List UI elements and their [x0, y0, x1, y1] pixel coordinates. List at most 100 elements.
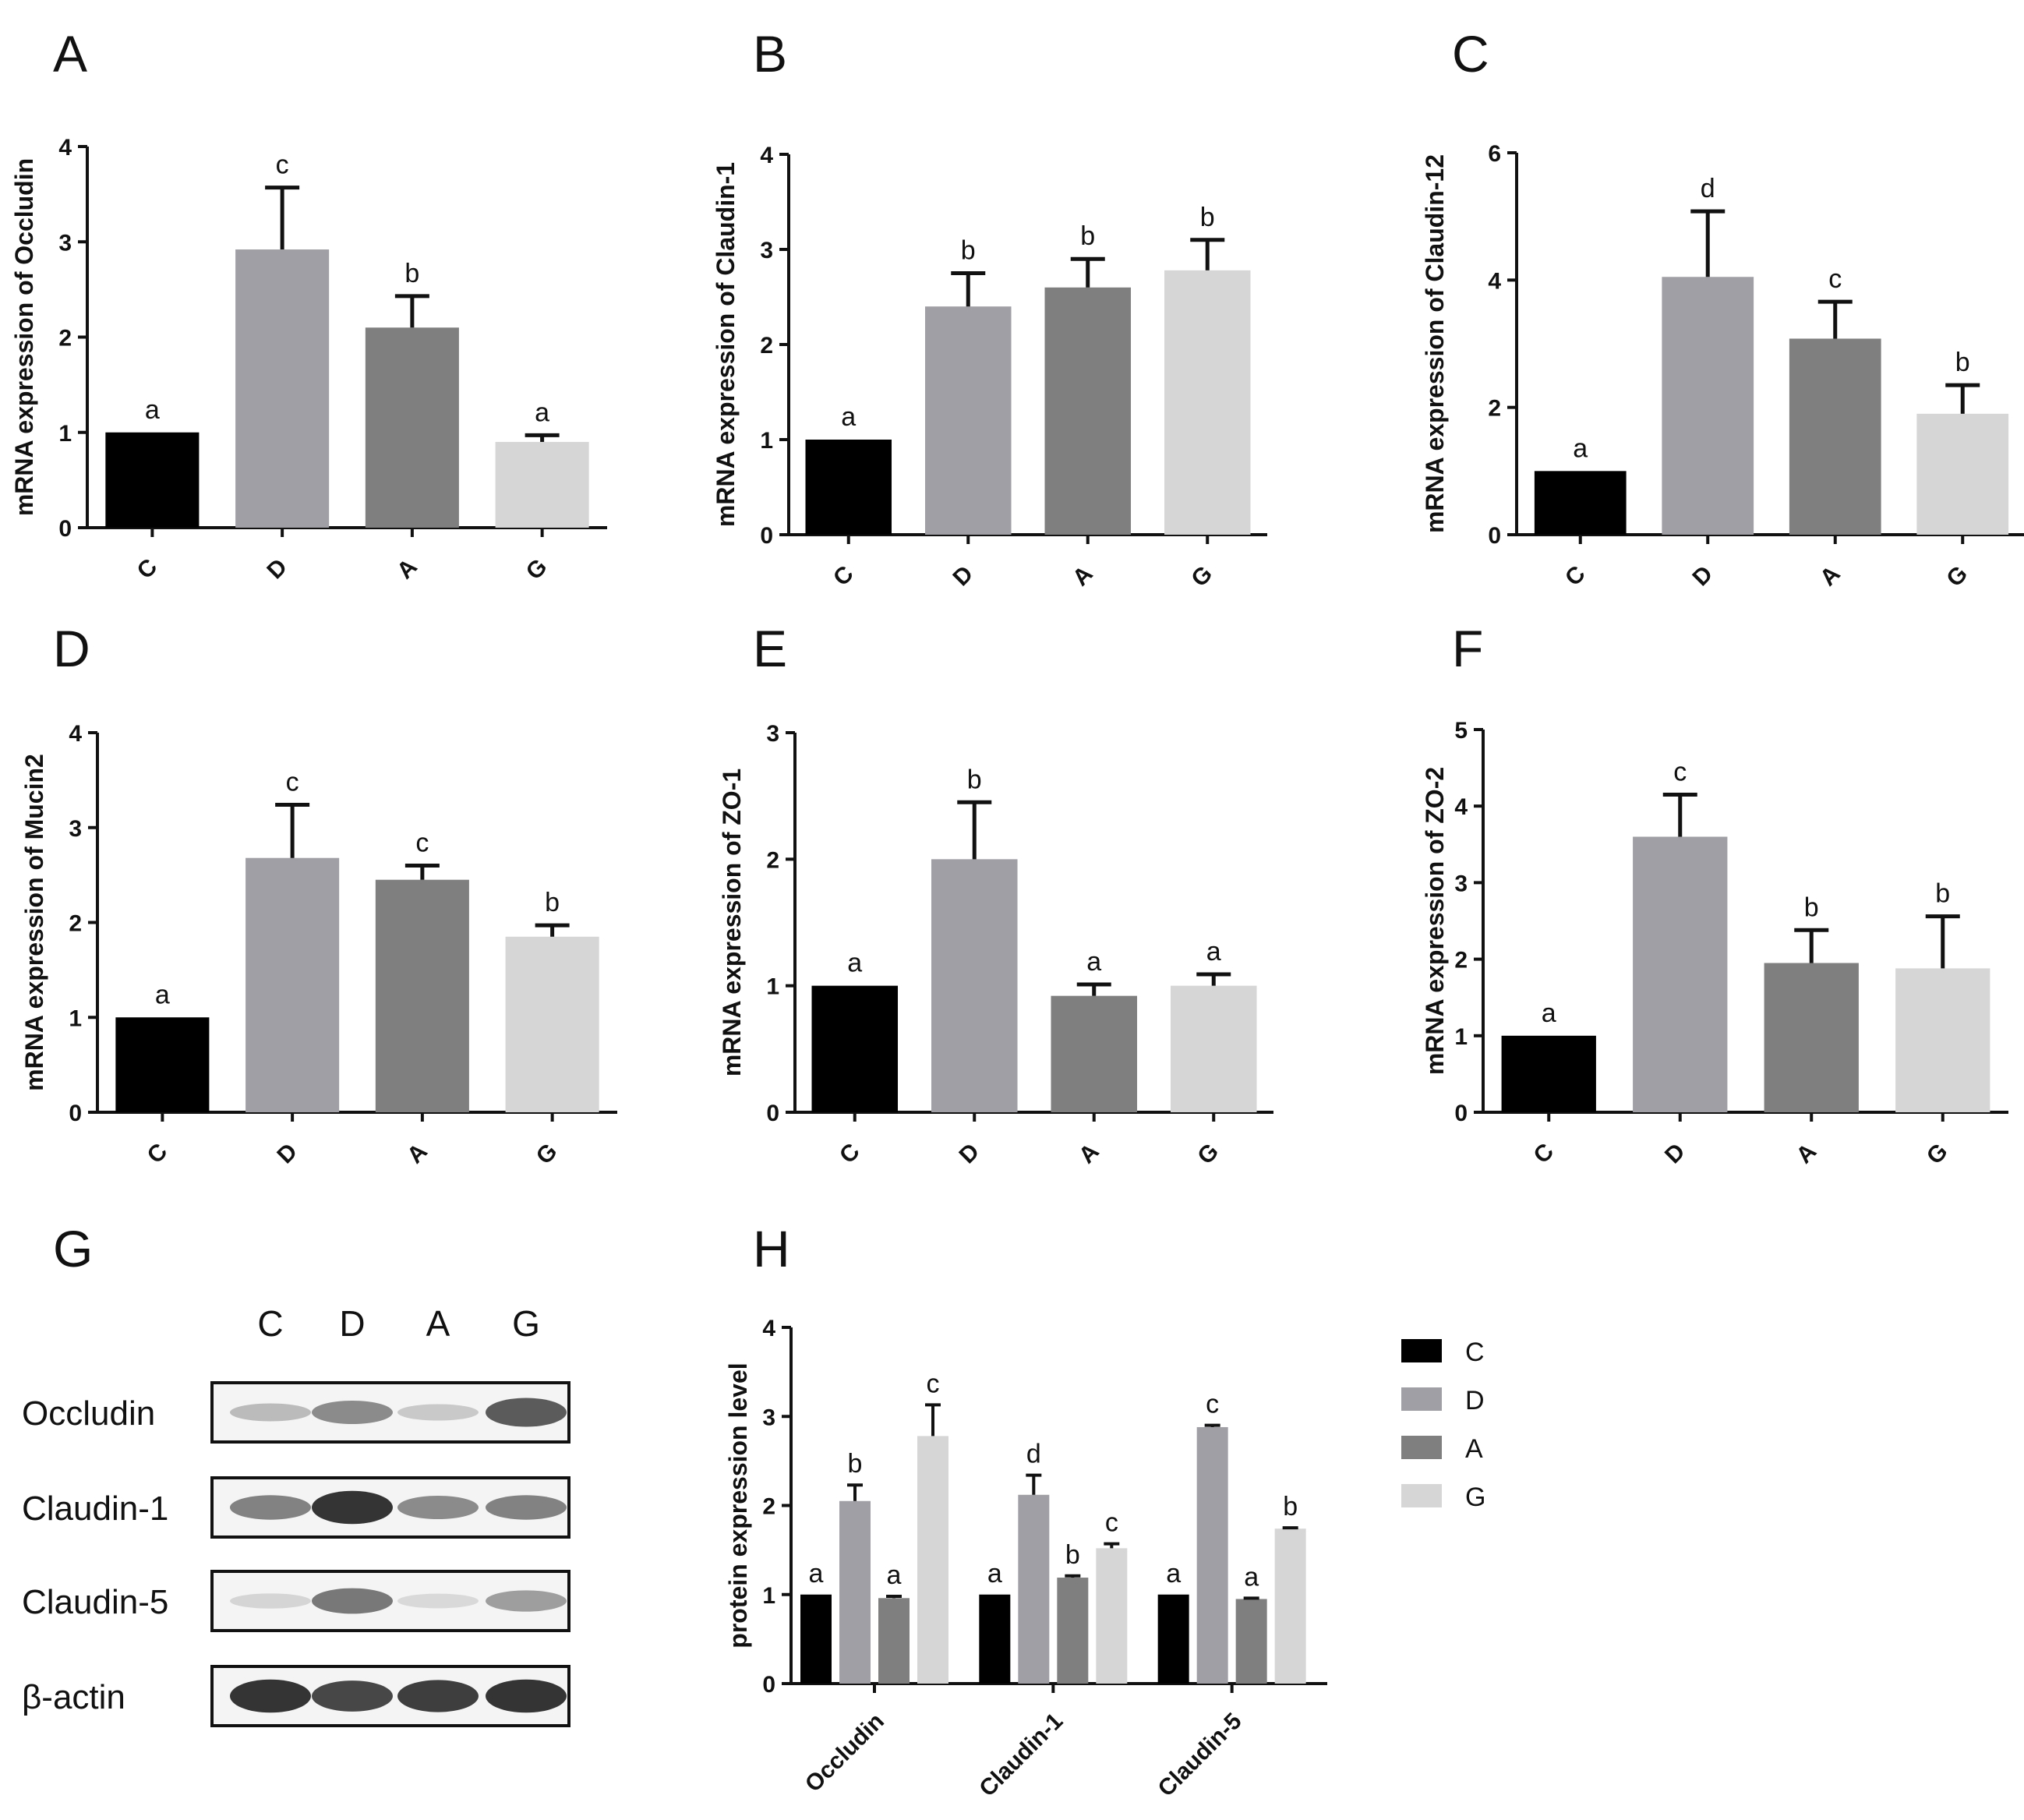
y-tick-label: 4 [762, 1316, 775, 1341]
legend-label: D [1465, 1386, 1485, 1415]
x-tick-label: C [1560, 561, 1591, 592]
x-tick-label: Occludin [800, 1709, 889, 1797]
significance-letter: c [415, 828, 429, 857]
bar-c [1501, 1035, 1596, 1112]
x-tick-label: A [402, 1139, 433, 1169]
y-tick-label: 2 [1488, 396, 1501, 422]
legend-swatch-d [1401, 1387, 1442, 1411]
y-tick-label: 0 [1454, 1101, 1468, 1126]
x-tick-label: C [1529, 1139, 1560, 1169]
bar-a [878, 1598, 910, 1684]
panel-c: C 0 2 4 6 mRNA expression of Claudin-12 a Cd Dc A… [1421, 25, 2024, 592]
bar-d [924, 306, 1012, 535]
bar-g [917, 1436, 948, 1684]
bar-g [1170, 985, 1257, 1112]
bar-c [1157, 1594, 1189, 1684]
blot-band [230, 1495, 311, 1520]
significance-letter: a [1086, 947, 1101, 977]
blot-band [397, 1496, 479, 1519]
blot-band [486, 1495, 567, 1520]
y-axis-title: mRNA expression of Claudin-1 [712, 162, 740, 527]
significance-letter: b [1935, 879, 1950, 909]
x-tick-label: D [1688, 561, 1718, 592]
significance-letter: b [1065, 1540, 1080, 1570]
x-tick-label: A [1792, 1139, 1822, 1169]
significance-letter: a [847, 949, 862, 978]
panel-letter: H [753, 1220, 790, 1278]
significance-letter: a [809, 1559, 824, 1589]
significance-letter: c [1105, 1508, 1118, 1538]
x-tick-label: G [532, 1139, 563, 1170]
x-tick-label: C [835, 1139, 865, 1169]
x-tick-label: D [272, 1139, 302, 1169]
blot-band [230, 1593, 311, 1609]
panel-letter: A [53, 25, 87, 83]
significance-letter: a [1166, 1559, 1181, 1589]
panel-letter: D [53, 620, 90, 677]
y-tick-label: 3 [69, 816, 82, 842]
y-tick-label: 2 [69, 911, 82, 937]
y-axis-title: mRNA expression of Occludin [10, 158, 38, 516]
y-tick-label: 2 [58, 326, 72, 352]
lane-label: D [339, 1303, 365, 1344]
y-tick-label: 4 [69, 721, 82, 747]
significance-letter: a [987, 1559, 1002, 1589]
significance-letter: a [145, 395, 160, 425]
x-tick-label: G [1941, 561, 1973, 592]
blot-band [486, 1398, 567, 1427]
y-tick-label: 2 [766, 847, 779, 873]
significance-letter: a [155, 980, 170, 1009]
bar-a [1057, 1578, 1089, 1684]
panel-letter: G [53, 1220, 93, 1278]
significance-letter: a [535, 398, 549, 427]
y-tick-label: 4 [1488, 268, 1501, 294]
bar-g [495, 441, 589, 528]
significance-letter: b [1804, 892, 1819, 922]
blot-band [397, 1404, 479, 1421]
bar-g [1916, 413, 2009, 535]
y-tick-label: 4 [760, 143, 773, 168]
significance-letter: b [967, 765, 982, 794]
significance-letter: a [1542, 998, 1556, 1028]
bar-d [1196, 1426, 1228, 1684]
significance-letter: b [961, 236, 976, 266]
x-tick-label: C [828, 561, 859, 592]
legend-label: G [1465, 1483, 1485, 1512]
bar-g [1274, 1528, 1306, 1684]
lane-label: G [512, 1303, 540, 1344]
y-tick-label: 1 [69, 1005, 82, 1031]
panel-h-protein: H 0 1 2 3 4 protein expression level a b a c Occlud… [724, 1220, 1327, 1802]
x-tick-label: G [1192, 1139, 1224, 1170]
bar-g [505, 936, 599, 1112]
significance-letter: b [1955, 348, 1970, 377]
bar-a [1764, 963, 1859, 1112]
x-tick-label: G [1922, 1139, 1953, 1170]
panel-a: A 0 1 2 3 4 mRNA expression of Occludin a Cc Db Aa… [10, 25, 607, 585]
significance-letter: a [1244, 1562, 1259, 1592]
bar-d [1018, 1494, 1050, 1684]
legend-swatch-c [1401, 1339, 1442, 1362]
panel-letter: F [1452, 620, 1483, 677]
significance-letter: c [927, 1369, 940, 1398]
y-tick-label: 3 [762, 1405, 775, 1430]
blot-band [230, 1403, 311, 1422]
blot-band [486, 1679, 567, 1713]
blot-band [312, 1490, 393, 1525]
x-tick-label: A [1074, 1139, 1104, 1169]
bar-c [1534, 471, 1627, 535]
x-tick-label: A [1068, 561, 1098, 592]
x-tick-label: Claudin-1 [974, 1709, 1068, 1802]
blot-row-label: Occludin [22, 1394, 155, 1433]
significance-letter: a [1573, 433, 1588, 463]
x-tick-label: A [392, 554, 422, 585]
bar-c [800, 1594, 832, 1684]
significance-letter: b [848, 1449, 863, 1479]
bar-d [1633, 836, 1728, 1112]
x-tick-label: C [132, 554, 163, 585]
blot-band [312, 1680, 393, 1712]
bar-a [1044, 287, 1132, 535]
bar-a [365, 327, 459, 528]
x-tick-label: D [1660, 1139, 1690, 1169]
significance-letter: d [1701, 174, 1715, 203]
